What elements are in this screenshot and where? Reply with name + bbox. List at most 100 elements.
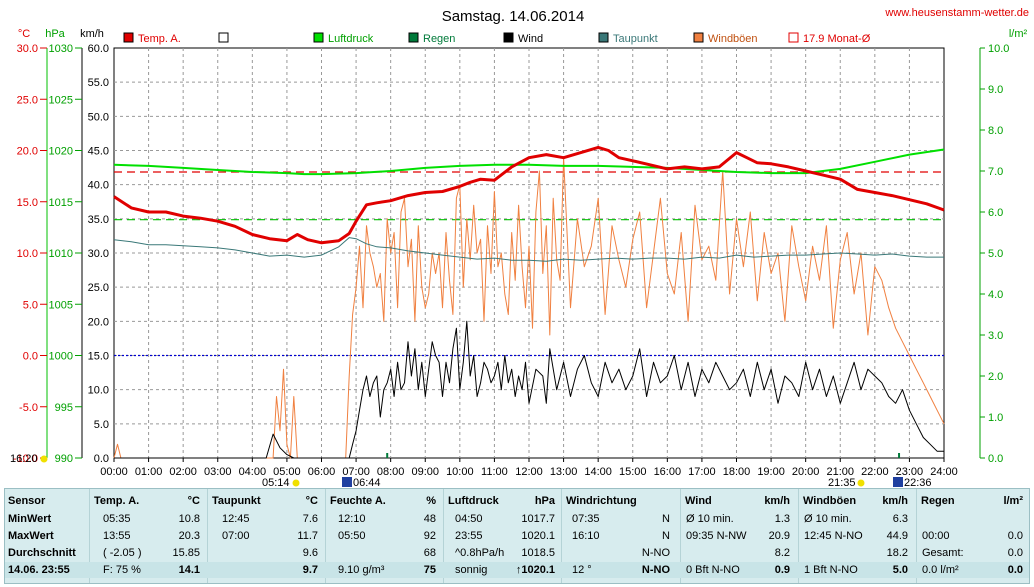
- x-tick-label: 03:00: [204, 466, 232, 478]
- x-tick-label: 11:00: [481, 466, 508, 478]
- cell-value: 92: [423, 530, 436, 542]
- legend: Temp. A. Luftdruck Regen Wind Taupunkt Windbö…: [123, 32, 871, 45]
- rain-tick-label: 3.0: [988, 330, 1003, 342]
- cell-sub: 1 Bft N-NO: [804, 564, 858, 576]
- x-tick-label: 21:00: [826, 466, 854, 478]
- legend-swatch: [408, 32, 419, 43]
- site-url[interactable]: www.heusenstamm-wetter.de: [884, 7, 1029, 19]
- cell-value: 10.8: [178, 513, 200, 525]
- pressure-tick-label: 995: [55, 402, 73, 414]
- temp-tick-label: -5.0: [19, 402, 38, 414]
- cell-sub: 0 Bft N-NO: [686, 564, 740, 576]
- pressure-tick-label: 1030: [49, 43, 73, 55]
- cell-value: N-NO: [641, 547, 670, 559]
- legend-label: Temp. A.: [138, 33, 181, 45]
- col-header-gusts: Windböen: [803, 495, 857, 507]
- col-unit-dewpoint: °C: [305, 495, 318, 507]
- cell-value: 9.6: [302, 547, 318, 559]
- legend-label: Wind: [518, 33, 543, 45]
- x-tick-label: 02:00: [169, 466, 197, 478]
- legend-swatch: [788, 32, 799, 43]
- x-tick-label: 05:00: [273, 466, 301, 478]
- series-line-windb-en: [113, 156, 945, 459]
- cell-value: 14.1: [178, 564, 200, 576]
- table-row: MinWert 05:35 10.8 12:45 7.6 12:10 48 04:50 1017…: [5, 511, 1029, 527]
- cell-value: 6.3: [892, 513, 908, 525]
- cell-sub: 23:55: [455, 530, 483, 542]
- cell-sub: 04:50: [455, 513, 483, 525]
- x-tick-label: 22:00: [861, 466, 889, 478]
- temp-tick-label: 15.0: [17, 197, 38, 209]
- legend-label: Regen: [423, 33, 455, 45]
- cell-value: 1017.7: [521, 513, 555, 525]
- table-row: MaxWert 13:55 20.3 07:00 11.7 05:50 92 23:55 102…: [5, 528, 1029, 544]
- wind-tick-label: 40.0: [88, 180, 109, 192]
- x-tick-label: 09:00: [411, 466, 439, 478]
- table-col-divider: [680, 489, 681, 583]
- temp-tick-label: 10.0: [17, 248, 38, 260]
- wind-tick-label: 60.0: [88, 43, 109, 55]
- cell-sub: F: 75 %: [103, 564, 141, 576]
- cell-sub: 00:00: [922, 530, 950, 542]
- cell-sub: 0.0 l/m²: [922, 564, 959, 576]
- wind-axis-unit: km/h: [80, 28, 104, 40]
- stats-table: Sensor Temp. A. °C Taupunkt °C Feuchte A…: [4, 488, 1030, 584]
- table-col-divider: [443, 489, 444, 583]
- rain-tick-label: 8.0: [988, 125, 1003, 137]
- cell-value: 0.9: [774, 564, 790, 576]
- wind-tick-label: 55.0: [88, 77, 109, 89]
- x-tick-label: 10:00: [446, 466, 474, 478]
- wind-tick-label: 35.0: [88, 214, 109, 226]
- col-unit-temp: °C: [187, 495, 200, 507]
- cell-value: 75: [423, 564, 436, 576]
- cell-value: 44.9: [886, 530, 908, 542]
- rain-tick-label: 9.0: [988, 84, 1003, 96]
- x-tick-label: 08:00: [377, 466, 405, 478]
- cell-sub: Ø 10 min.: [804, 513, 852, 525]
- table-row: Durchschnitt ( -2.05 ) 15.85 9.6 68 ^0.8hPa/h…: [5, 545, 1029, 561]
- moonset-label: 06:44: [353, 477, 381, 488]
- pressure-tick-label: 1005: [49, 299, 73, 311]
- cell-value: 48: [423, 513, 436, 525]
- x-tick-label: 15:00: [619, 466, 647, 478]
- cell-value: N: [662, 513, 670, 525]
- cell-sub: Gesamt:: [922, 547, 964, 559]
- x-tick-label: 07:00: [342, 466, 370, 478]
- legend-swatch: [218, 32, 229, 43]
- table-col-divider: [916, 489, 917, 583]
- cell-sub: 12:10: [338, 513, 366, 525]
- x-tick-label: 01:00: [135, 466, 163, 478]
- wind-tick-label: 25.0: [88, 282, 109, 294]
- x-tick-label: 23:00: [896, 466, 924, 478]
- row-label: MinWert: [8, 513, 52, 525]
- cell-sub: 12:45: [222, 513, 250, 525]
- table-col-divider: [561, 489, 562, 583]
- legend-swatch: [693, 32, 704, 43]
- weather-chart: Samstag. 14.06.2014 www.heusenstamm-wett…: [10, 7, 1029, 488]
- row-label: Durchschnitt: [8, 547, 76, 559]
- table-row: 14.06. 23:55 F: 75 % 14.1 9.7 9.10 g/m³ 75 son…: [5, 562, 1029, 578]
- table-col-divider: [325, 489, 326, 583]
- legend-label: 17.9 Monat-Ø: [803, 33, 871, 45]
- sun-icon: [40, 455, 48, 463]
- series-line-wind: [114, 320, 944, 459]
- cell-value: 18.2: [886, 547, 908, 559]
- x-tick-label: 04:00: [239, 466, 267, 478]
- x-tick-label: 06:00: [308, 466, 336, 478]
- table-col-divider: [798, 489, 799, 583]
- table-header-row: Sensor Temp. A. °C Taupunkt °C Feuchte A…: [5, 493, 1029, 509]
- series-line-taupunkt: [113, 237, 944, 262]
- temp-tick-label: 0.0: [23, 351, 38, 363]
- x-tick-label: 19:00: [757, 466, 785, 478]
- row-label: MaxWert: [8, 530, 54, 542]
- wind-tick-label: 15.0: [88, 351, 109, 363]
- wind-tick-label: 20.0: [88, 316, 109, 328]
- x-tick-label: 18:00: [723, 466, 751, 478]
- col-unit-rain: l/m²: [1003, 495, 1023, 507]
- cell-value: 20.3: [178, 530, 200, 542]
- x-tick-label: 12:00: [515, 466, 543, 478]
- table-col-divider: [89, 489, 90, 583]
- cell-sub: 09:35 N-NW: [686, 530, 747, 542]
- col-header-pressure: Luftdruck: [448, 495, 499, 507]
- left-time-label: 16:20: [10, 453, 38, 465]
